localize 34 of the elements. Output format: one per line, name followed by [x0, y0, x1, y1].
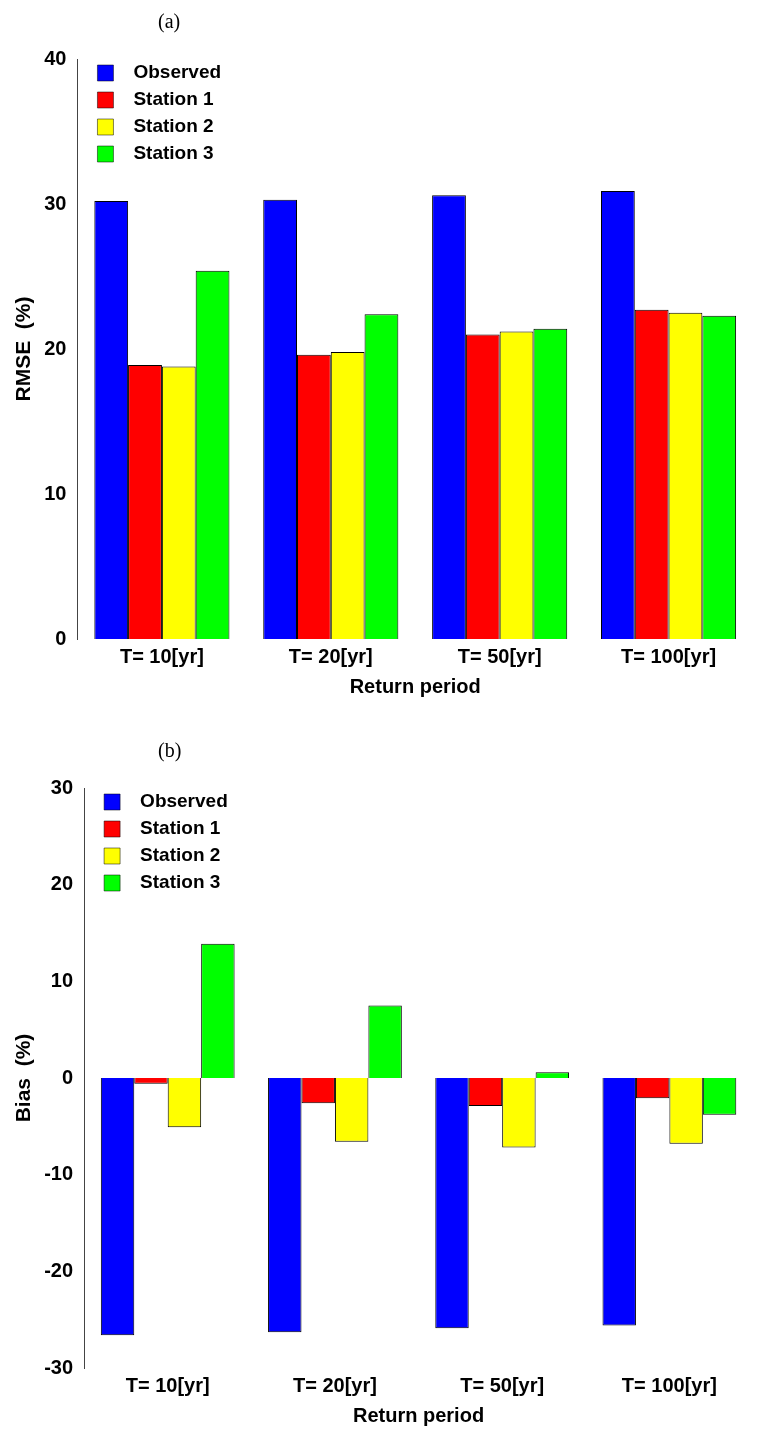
- y-tick-label: -10: [44, 1162, 74, 1185]
- legend-label: Observed: [140, 790, 228, 812]
- y-tick-label: -30: [44, 1355, 74, 1378]
- legend-label: Station 2: [140, 844, 221, 866]
- x-axis-title: Return period: [349, 674, 481, 697]
- y-tick-label: 40: [44, 46, 67, 69]
- x-tick-label: T= 50[yr]: [457, 644, 542, 667]
- y-tick-label: -20: [44, 1258, 74, 1281]
- y-tick-label: 30: [50, 775, 74, 798]
- legend-label: Station 1: [140, 817, 221, 839]
- x-axis-title: Return period: [352, 1403, 485, 1426]
- legend-label: Station 1: [133, 88, 215, 110]
- y-tick-label: 0: [61, 1065, 74, 1088]
- y-tick-label: 20: [44, 336, 67, 359]
- chart-title: (a): [158, 10, 182, 35]
- x-tick-label: T= 20[yr]: [288, 644, 373, 667]
- x-tick-label: T= 20[yr]: [292, 1373, 377, 1396]
- x-tick-label: T= 10[yr]: [119, 644, 204, 667]
- legend-label: Station 2: [133, 115, 214, 137]
- y-tick-label: 0: [55, 626, 67, 649]
- y-axis-title: Bias (%): [11, 1033, 35, 1123]
- chart-title: (b): [158, 739, 183, 764]
- y-axis-title: RMSE (%): [11, 296, 35, 402]
- x-tick-label: T= 100[yr]: [621, 1373, 717, 1396]
- x-tick-label: T= 10[yr]: [125, 1373, 210, 1396]
- y-tick-label: 10: [44, 481, 67, 504]
- legend-label: Station 3: [133, 142, 214, 164]
- x-tick-label: T= 100[yr]: [621, 644, 717, 667]
- y-tick-label: 30: [44, 191, 67, 214]
- y-tick-label: 10: [50, 968, 74, 991]
- legend-label: Station 3: [140, 871, 221, 893]
- x-tick-label: T= 50[yr]: [460, 1373, 545, 1396]
- y-tick-label: 20: [50, 872, 74, 895]
- legend-label: Observed: [133, 61, 222, 83]
